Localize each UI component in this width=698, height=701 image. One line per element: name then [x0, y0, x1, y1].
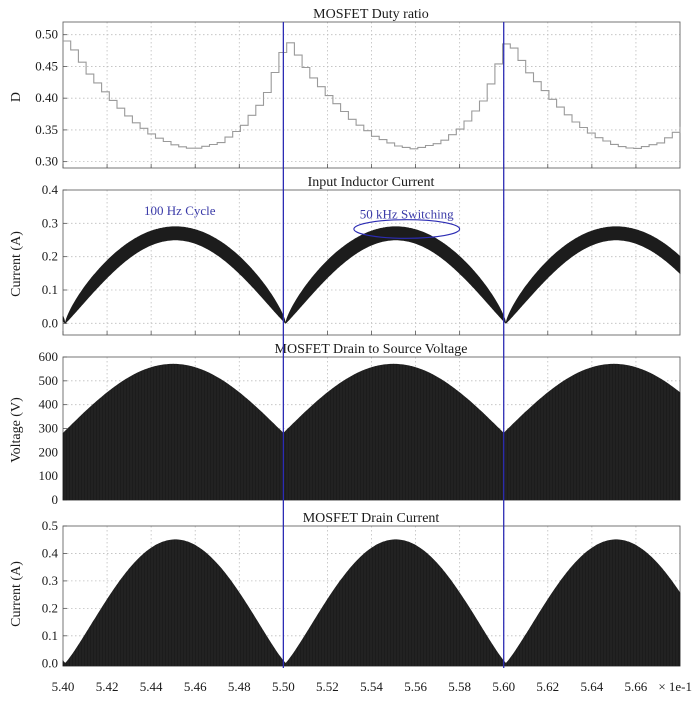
x-tick-label: 5.46	[184, 679, 207, 694]
y-axis-label: Voltage (V)	[9, 397, 24, 463]
panel-title: MOSFET Duty ratio	[313, 7, 429, 22]
annotation-label: 50 kHz Switching	[360, 206, 454, 221]
x-tick-label: 5.44	[140, 679, 163, 694]
y-tick-label: 0.4	[42, 545, 59, 560]
panel-title: Input Inductor Current	[308, 175, 435, 190]
panel-duty-ratio: MOSFET Duty ratio D 0.30 0.35 0.40 0.45 0.50	[9, 7, 681, 169]
panel-title: MOSFET Drain to Source Voltage	[275, 342, 468, 357]
x-axis-multiplier: × 1e-1	[658, 679, 692, 694]
x-tick-label: 5.66	[625, 679, 648, 694]
y-tick-label: 100	[39, 468, 59, 483]
x-tick-label: 5.42	[96, 679, 119, 694]
y-tick-label: 0.3	[42, 215, 58, 230]
y-tick-label: 0.5	[42, 518, 58, 533]
y-tick-label: 0.35	[35, 122, 58, 137]
y-tick-label: 0.40	[35, 90, 58, 105]
panel-input-inductor-current: Input Inductor Current Current (A) 0.0 0.…	[9, 175, 681, 336]
y-tick-label: 0.0	[42, 315, 58, 330]
y-tick-label: 0.45	[35, 58, 58, 73]
time-markers	[282, 22, 505, 668]
y-tick-label: 0	[52, 492, 59, 507]
y-tick-label: 0.4	[42, 182, 59, 197]
x-tick-label: 5.50	[272, 679, 295, 694]
grid	[63, 22, 680, 168]
panel-drain-source-voltage: MOSFET Drain to Source Voltage Voltage (…	[9, 342, 681, 507]
y-tick-label: 500	[39, 373, 59, 388]
y-tick-label: 0.30	[35, 154, 58, 169]
x-tick-label: 5.48	[228, 679, 251, 694]
panel-title: MOSFET Drain Current	[303, 511, 440, 526]
x-tick-label: 5.64	[580, 679, 603, 694]
series-envelope	[62, 539, 681, 667]
y-tick-label: 0.1	[42, 282, 58, 297]
x-tick-label: 5.62	[536, 679, 559, 694]
y-tick-label: 300	[39, 421, 59, 436]
y-tick-label: 0.2	[42, 249, 58, 264]
x-axis: × 1e-1 5.40 5.42 5.44 5.46 5.48 5.50 5.52 5.54 5…	[52, 679, 692, 694]
panel-drain-current: MOSFET Drain Current Current (A) 0.0 0.1 0…	[9, 511, 681, 670]
y-axis-label: Current (A)	[9, 561, 24, 627]
x-tick-label: 5.56	[404, 679, 427, 694]
annotation-label: 100 Hz Cycle	[144, 203, 216, 218]
x-tick-label: 5.40	[52, 679, 75, 694]
y-tick-label: 0.3	[42, 573, 58, 588]
y-tick-label: 600	[39, 349, 59, 364]
x-tick-label: 5.60	[492, 679, 515, 694]
y-axis-label: Current (A)	[9, 231, 24, 297]
x-tick-label: 5.58	[448, 679, 471, 694]
x-tick-label: 5.54	[360, 679, 383, 694]
y-tick-label: 0.0	[42, 655, 58, 670]
y-tick-label: 200	[39, 444, 59, 459]
y-tick-label: 0.50	[35, 27, 58, 42]
y-tick-label: 0.2	[42, 600, 58, 615]
x-tick-label: 5.52	[316, 679, 339, 694]
y-axis-label: D	[9, 92, 24, 102]
series-duty-ratio	[63, 40, 681, 150]
highlight-ellipse	[353, 219, 461, 239]
series-envelope	[62, 363, 681, 501]
y-tick-label: 0.1	[42, 628, 58, 643]
y-tick-label: 400	[39, 397, 59, 412]
series-inductor-current	[62, 226, 681, 324]
